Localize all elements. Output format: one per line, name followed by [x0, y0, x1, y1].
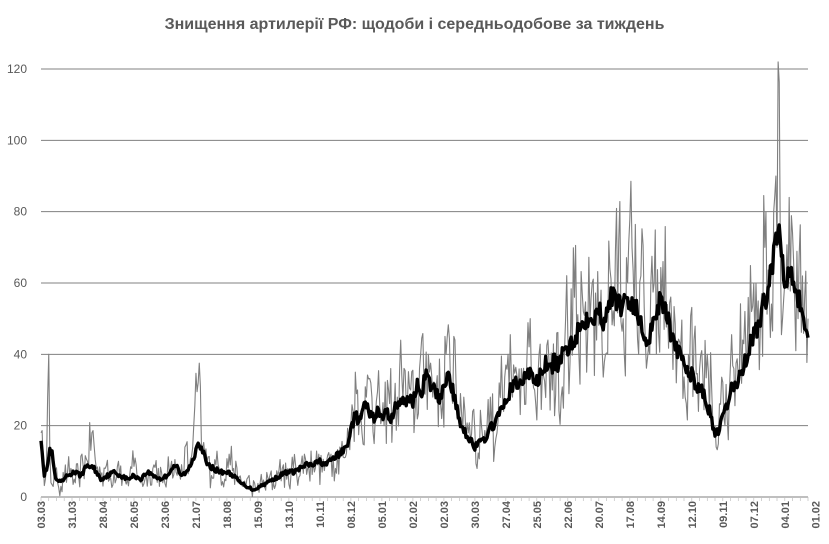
y-tick-label: 80 — [14, 205, 28, 219]
x-tick-label: 10.11 — [315, 501, 327, 528]
y-tick-label: 60 — [14, 276, 28, 290]
x-tick-label: 17.08 — [625, 501, 637, 529]
x-tick-label: 30.03 — [470, 501, 482, 529]
x-tick-label: 08.12 — [346, 501, 358, 529]
y-tick-label: 100 — [7, 133, 27, 147]
x-tick-label: 07.12 — [749, 501, 761, 529]
y-tick-label: 120 — [7, 62, 27, 76]
x-tick-label: 01.02 — [811, 501, 823, 529]
x-tick-label: 13.10 — [284, 501, 296, 529]
y-axis-ticks: 0 20 40 60 80 100 120 — [7, 62, 27, 504]
x-tick-label: 05.01 — [377, 501, 389, 529]
x-tick-label: 28.04 — [98, 500, 110, 528]
y-tick-label: 0 — [20, 490, 27, 504]
x-tick-label: 14.09 — [656, 501, 668, 529]
series-layer — [39, 61, 810, 498]
x-axis-ticks: 03.03 31.03 28.04 26.05 23.06 21.07 18.08 15.09… — [36, 500, 823, 529]
chart-title: Знищення артилерії РФ: щодоби і середньо… — [164, 16, 665, 33]
x-minor-ticks — [40, 497, 809, 501]
x-tick-label: 25.05 — [532, 501, 544, 529]
x-tick-label: 22.06 — [563, 501, 575, 529]
x-tick-label: 23.06 — [160, 501, 172, 529]
x-tick-label: 18.08 — [222, 501, 234, 529]
x-axis — [40, 496, 809, 501]
x-tick-label: 04.01 — [780, 501, 792, 529]
y-tick-label: 40 — [14, 347, 28, 361]
x-tick-label: 02.03 — [439, 501, 451, 529]
y-tick-label: 20 — [14, 419, 28, 433]
gridlines — [41, 68, 808, 427]
weekly-average-line — [39, 223, 810, 492]
x-tick-label: 31.03 — [67, 501, 79, 529]
x-tick-label: 27.04 — [501, 500, 513, 528]
x-tick-label: 20.07 — [594, 501, 606, 529]
x-tick-label: 26.05 — [129, 501, 141, 529]
x-tick-label: 21.07 — [191, 501, 203, 529]
x-tick-label: 02.02 — [408, 501, 420, 529]
x-tick-label: 09.11 — [718, 501, 730, 528]
x-tick-label: 15.09 — [253, 501, 265, 529]
x-tick-label: 12.10 — [687, 501, 699, 529]
daily-series-line — [40, 61, 809, 498]
x-tick-label: 03.03 — [36, 501, 48, 529]
